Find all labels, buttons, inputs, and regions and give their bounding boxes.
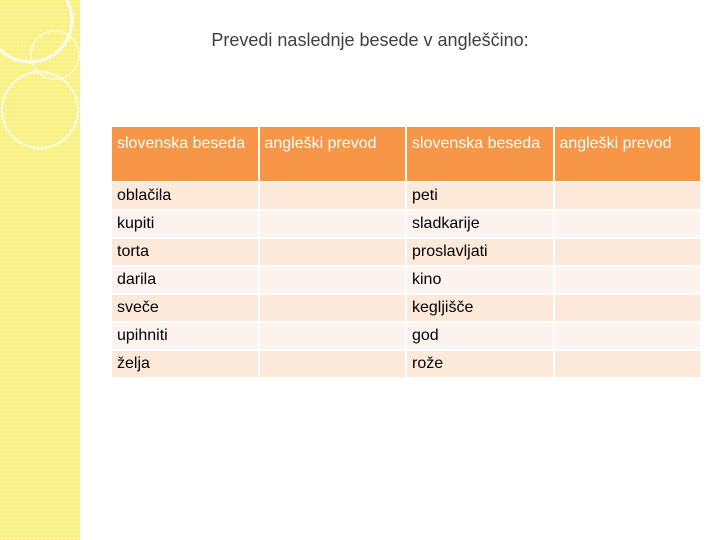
slovene-word-cell: sveče	[110, 293, 260, 323]
slovene-word-cell: upihniti	[110, 321, 260, 351]
table-row: darila kino	[110, 265, 702, 295]
translation-cell[interactable]	[257, 349, 407, 379]
slovene-word-cell: proslavljati	[405, 237, 555, 267]
slovene-word-cell: darila	[110, 265, 260, 295]
translation-cell[interactable]	[257, 293, 407, 323]
circle-decoration	[0, 0, 80, 149]
translation-cell[interactable]	[552, 293, 702, 323]
slovene-word-cell: rože	[405, 349, 555, 379]
table-row: sveče kegljišče	[110, 293, 702, 323]
slovene-word-cell: želja	[110, 349, 260, 379]
table-row: upihniti god	[110, 321, 702, 351]
translation-cell[interactable]	[552, 209, 702, 239]
translation-cell[interactable]	[552, 265, 702, 295]
translation-cell[interactable]	[552, 321, 702, 351]
column-header: angleški prevod	[552, 125, 702, 183]
translation-cell[interactable]	[257, 265, 407, 295]
translation-cell[interactable]	[257, 209, 407, 239]
table-row: oblačila peti	[110, 181, 702, 211]
translation-cell[interactable]	[552, 237, 702, 267]
decorative-sidebar	[0, 0, 80, 540]
column-header: slovenska beseda	[405, 125, 555, 183]
table-row: kupiti sladkarije	[110, 209, 702, 239]
column-header: slovenska beseda	[110, 125, 260, 183]
table-header-row: slovenska beseda angleški prevod slovens…	[110, 125, 702, 183]
slovene-word-cell: oblačila	[110, 181, 260, 211]
slovene-word-cell: kino	[405, 265, 555, 295]
translation-cell[interactable]	[552, 181, 702, 211]
vocabulary-table: slovenska beseda angleški prevod slovens…	[110, 125, 702, 379]
slovene-word-cell: god	[405, 321, 555, 351]
slovene-word-cell: sladkarije	[405, 209, 555, 239]
slovene-word-cell: kegljišče	[405, 293, 555, 323]
translation-cell[interactable]	[257, 181, 407, 211]
translation-cell[interactable]	[257, 321, 407, 351]
page-title: Prevedi naslednje besede v angleščino:	[211, 30, 529, 50]
table-row: želja rože	[110, 349, 702, 379]
slovene-word-cell: kupiti	[110, 209, 260, 239]
translation-cell[interactable]	[257, 237, 407, 267]
slovene-word-cell: peti	[405, 181, 555, 211]
column-header: angleški prevod	[257, 125, 407, 183]
table-row: torta proslavljati	[110, 237, 702, 267]
slovene-word-cell: torta	[110, 237, 260, 267]
translation-cell[interactable]	[552, 349, 702, 379]
